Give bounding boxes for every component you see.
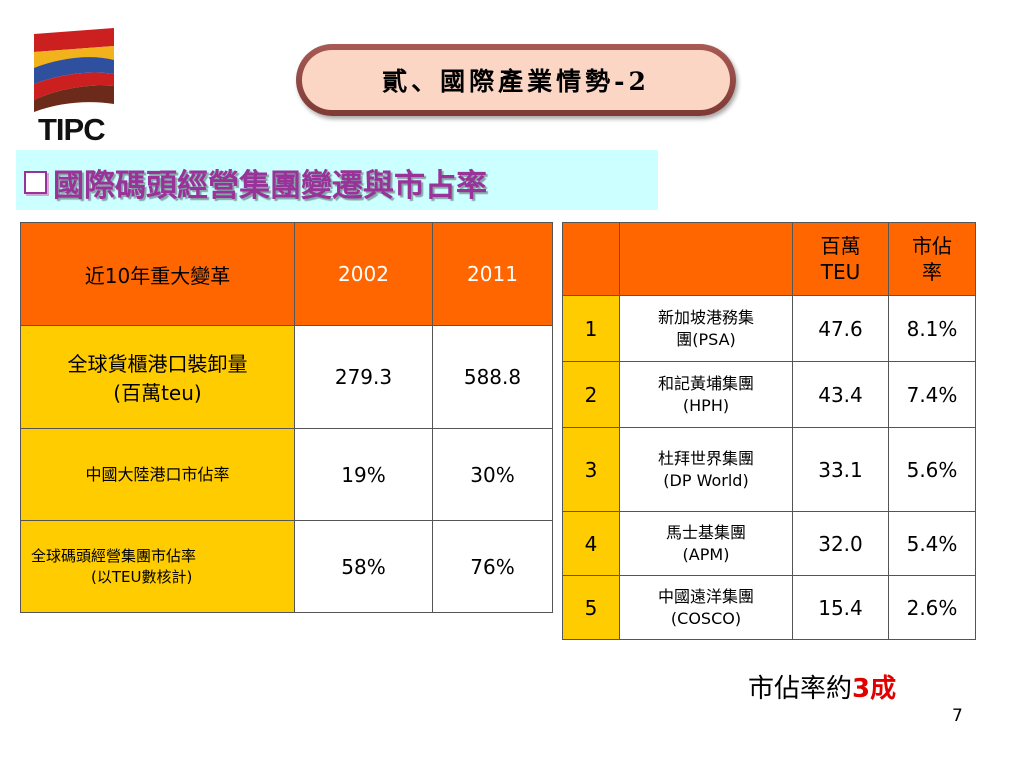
table-row: 全球碼頭經營集團市佔率 (以TEU數核計) 58% 76% [20, 520, 553, 613]
rank-cell: 2 [562, 361, 620, 428]
rank-cell: 3 [562, 427, 620, 512]
value-2002: 279.3 [294, 325, 433, 429]
operator-name-line: 中國遠洋集團 [657, 586, 754, 606]
operator-name-line: (DP World) [663, 470, 749, 490]
value-2011: 30% [432, 428, 553, 521]
major-changes-table: 近10年重大變革 2002 2011 全球貨櫃港口裝卸量 (百萬teu) 279… [20, 222, 553, 613]
header-cell: 近10年重大變革 [20, 222, 295, 326]
share-value: 2.6% [888, 575, 976, 640]
rank-cell: 5 [562, 575, 620, 640]
operator-name-line: 杜拜世界集團 [657, 448, 754, 468]
value-2011: 76% [432, 520, 553, 613]
header-cell-share: 市佔 率 [888, 222, 976, 296]
share-value: 5.4% [888, 511, 976, 576]
header-cell: 2011 [432, 222, 553, 326]
rank-cell: 4 [562, 511, 620, 576]
row-label-line: 全球碼頭經營集團市佔率 [31, 546, 197, 565]
value-2002: 19% [294, 428, 433, 521]
slide-title: 貳、國際產業情勢-2 [382, 67, 650, 96]
share-value: 5.6% [888, 427, 976, 512]
row-label-line: (百萬teu) [113, 381, 202, 405]
header-cell: 2002 [294, 222, 433, 326]
operator-name-line: 馬士基集團 [665, 522, 746, 542]
row-label: 中國大陸港口市佔率 [20, 428, 295, 521]
operator-name: 杜拜世界集團 (DP World) [619, 427, 793, 512]
teu-value: 32.0 [792, 511, 889, 576]
operator-name-line: (COSCO) [670, 608, 742, 628]
teu-value: 43.4 [792, 361, 889, 428]
logo-text: TIPC [38, 112, 106, 147]
page-number: 7 [952, 706, 963, 726]
section-header-text: 國際碼頭經營集團變遷與市占率 [53, 168, 487, 204]
operator-name-line: (APM) [682, 544, 730, 564]
operator-name: 新加坡港務集 團(PSA) [619, 295, 793, 362]
teu-value: 47.6 [792, 295, 889, 362]
header-line: 率 [922, 260, 942, 284]
row-label-line: 全球貨櫃港口裝卸量 [67, 352, 248, 376]
terminal-operators-table: 百萬 TEU 市佔 率 1 新加坡港務集 團(PSA) 47.6 8.1% 2 … [562, 222, 976, 640]
table-row: 3 杜拜世界集團 (DP World) 33.1 5.6% [562, 427, 976, 512]
row-label: 全球貨櫃港口裝卸量 (百萬teu) [20, 325, 295, 429]
value-2002: 58% [294, 520, 433, 613]
note-highlight: 3成 [852, 674, 897, 704]
table-row: 4 馬士基集團 (APM) 32.0 5.4% [562, 511, 976, 576]
row-label-line: (以TEU數核計) [91, 567, 193, 586]
operator-name-line: (HPH) [682, 395, 730, 415]
teu-value: 15.4 [792, 575, 889, 640]
note-prefix: 市佔率約 [748, 674, 853, 704]
header-line: 市佔 [912, 234, 952, 258]
checkbox-bullet-icon [24, 171, 47, 194]
slide-title-banner: 貳、國際產業情勢-2 [296, 44, 736, 116]
header-line: TEU [820, 260, 861, 284]
table-row: 5 中國遠洋集團 (COSCO) 15.4 2.6% [562, 575, 976, 640]
table-row: 全球貨櫃港口裝卸量 (百萬teu) 279.3 588.8 [20, 325, 553, 429]
teu-value: 33.1 [792, 427, 889, 512]
header-line: 百萬 [820, 234, 861, 258]
value-2011: 588.8 [432, 325, 553, 429]
market-share-note: 市佔率約3成 [748, 668, 896, 705]
header-cell [562, 222, 620, 296]
tipc-logo-icon [34, 28, 114, 112]
operator-name-line: 團(PSA) [676, 329, 736, 349]
share-value: 8.1% [888, 295, 976, 362]
section-header: 國際碼頭經營集團變遷與市占率 [24, 160, 487, 205]
header-cell-teu: 百萬 TEU [792, 222, 889, 296]
operator-name: 和記黃埔集團 (HPH) [619, 361, 793, 428]
share-value: 7.4% [888, 361, 976, 428]
section-header-bar [16, 150, 658, 210]
row-label: 全球碼頭經營集團市佔率 (以TEU數核計) [20, 520, 295, 613]
operator-name-line: 和記黃埔集團 [657, 373, 754, 393]
operator-name: 中國遠洋集團 (COSCO) [619, 575, 793, 640]
table-row: 2 和記黃埔集團 (HPH) 43.4 7.4% [562, 361, 976, 428]
operator-name: 馬士基集團 (APM) [619, 511, 793, 576]
table-row: 中國大陸港口市佔率 19% 30% [20, 428, 553, 521]
operator-name-line: 新加坡港務集 [657, 307, 754, 327]
table-row: 1 新加坡港務集 團(PSA) 47.6 8.1% [562, 295, 976, 362]
rank-cell: 1 [562, 295, 620, 362]
header-cell [619, 222, 793, 296]
